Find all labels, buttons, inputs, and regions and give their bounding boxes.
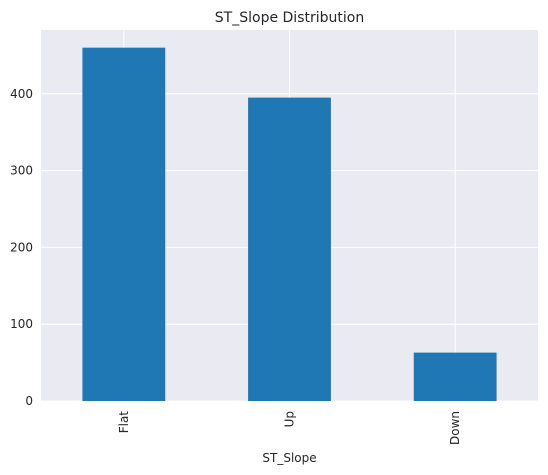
y-tick-labels: 0 100 200 300 400 [10, 87, 33, 408]
y-tick-label: 100 [10, 317, 33, 331]
x-tick-label: Up [283, 411, 297, 427]
x-axis-label: ST_Slope [262, 451, 316, 465]
y-tick-label: 200 [10, 240, 33, 254]
y-tick-label: 0 [25, 394, 33, 408]
x-tick-label: Flat [117, 411, 131, 434]
x-tick-labels: Flat Up Down [117, 411, 462, 445]
x-tick-label: Down [448, 411, 462, 445]
bar-flat [82, 47, 166, 402]
bar-up [248, 97, 331, 401]
chart-title: ST_Slope Distribution [215, 10, 364, 26]
y-tick-label: 400 [10, 87, 33, 101]
bar-down [413, 352, 497, 401]
bars [82, 47, 497, 402]
y-tick-label: 300 [10, 164, 33, 178]
